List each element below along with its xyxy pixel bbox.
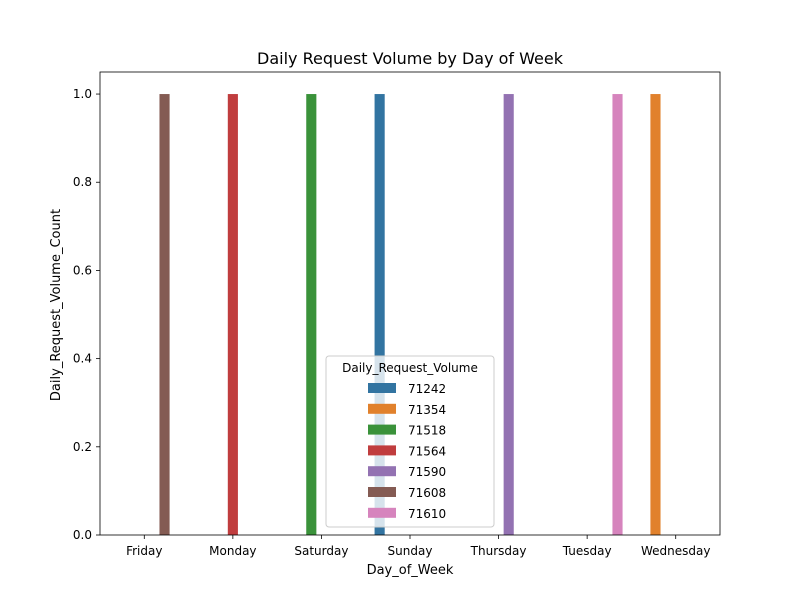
x-tick-label: Tuesday (562, 544, 612, 558)
x-tick-label: Monday (209, 544, 256, 558)
x-tick-label: Sunday (388, 544, 433, 558)
y-tick-label: 0.2 (73, 440, 92, 454)
bar-71608-friday (159, 94, 170, 536)
legend-title: Daily_Request_Volume (342, 361, 478, 375)
axes-layer: 0.0 0.2 0.4 0.6 0.8 1.0 Friday Monday Saturday Su… (73, 71, 721, 558)
x-tick-label: Friday (126, 544, 162, 558)
legend-label-71608: 71608 (408, 486, 446, 500)
legend-swatch-71564 (368, 445, 396, 456)
x-tick-label: Wednesday (641, 544, 710, 558)
y-tick-label: 0.0 (73, 528, 92, 542)
legend: Daily_Request_Volume 71242 71354 71518 71564… (325, 355, 495, 528)
bar-71518-saturday (306, 94, 317, 536)
y-axis-label: Daily_Request_Volume_Count (49, 209, 64, 401)
legend-label-71518: 71518 (408, 424, 446, 438)
legend-label-71610: 71610 (408, 507, 446, 521)
legend-swatch-71242 (368, 383, 396, 393)
bar-71590-thursday (503, 94, 514, 536)
chart-title: Daily Request Volume by Day of Week (257, 49, 564, 68)
bar-71242-sunday (374, 94, 385, 536)
x-tick-label: Thursday (470, 544, 527, 558)
legend-swatch-71354 (368, 403, 396, 414)
legend-box (325, 355, 495, 528)
x-tick-label: Saturday (294, 544, 348, 558)
y-tick-label: 1.0 (73, 87, 92, 101)
legend-swatch-71590 (368, 466, 396, 477)
legend-label-71242: 71242 (408, 382, 446, 396)
y-tick-label: 0.8 (73, 175, 92, 189)
x-axis-label: Day_of_Week (367, 563, 454, 578)
bar-71610-tuesday (612, 94, 623, 536)
legend-label-71564: 71564 (408, 444, 446, 458)
legend-swatch-71518 (368, 424, 396, 435)
legend-swatch-71610 (368, 507, 396, 518)
bar-71354-wednesday (650, 94, 661, 536)
bar-71564-monday (227, 94, 238, 536)
y-tick-label: 0.6 (73, 263, 92, 277)
legend-swatch-71608 (368, 487, 396, 497)
legend-label-71590: 71590 (408, 465, 446, 479)
legend-label-71354: 71354 (408, 403, 446, 417)
bars-layer (159, 94, 661, 536)
y-tick-label: 0.4 (73, 352, 92, 366)
